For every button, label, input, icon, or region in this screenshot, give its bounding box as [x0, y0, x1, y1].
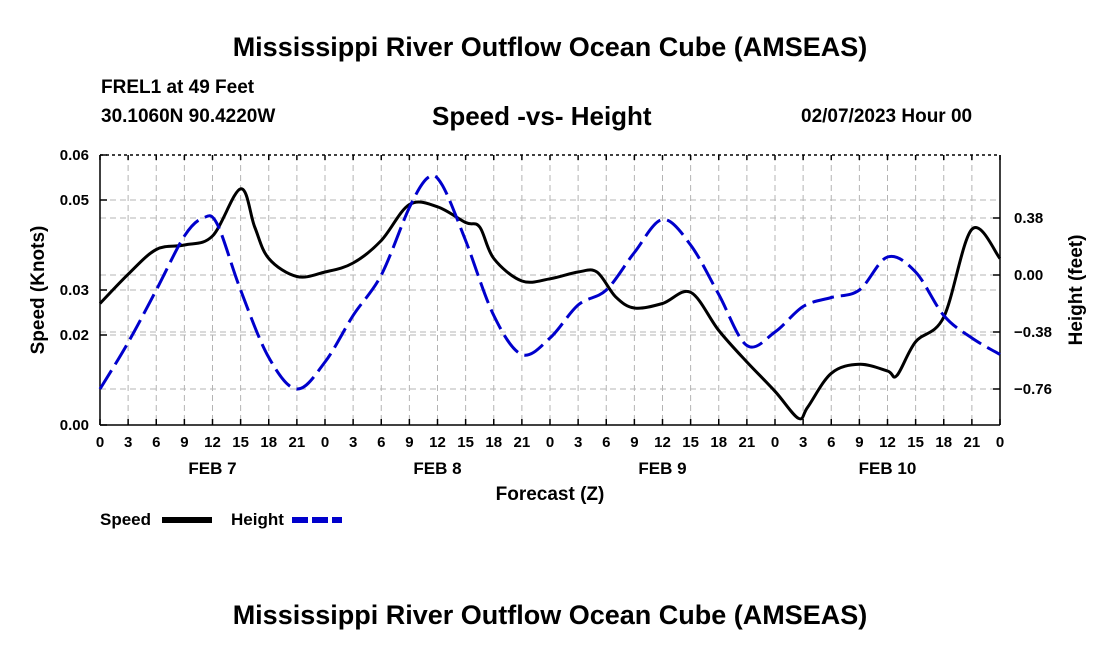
y-right-tick-label: 0.38	[1014, 210, 1043, 227]
x-day-label: FEB 10	[859, 459, 917, 478]
forecast-datetime: 02/07/2023 Hour 00	[801, 106, 973, 127]
main-title-bottom: Mississippi River Outflow Ocean Cube (AM…	[232, 600, 868, 630]
x-tick-label: 21	[514, 434, 531, 451]
x-tick-label: 21	[739, 434, 756, 451]
x-tick-label: 15	[682, 434, 699, 451]
x-day-label: FEB 7	[188, 459, 236, 478]
y-left-tick-label: 0.00	[60, 417, 89, 434]
x-day-label: FEB 8	[413, 459, 461, 478]
x-tick-label: 12	[204, 434, 221, 451]
station-label: FREL1 at 49 Feet	[101, 77, 255, 98]
x-tick-label: 21	[289, 434, 306, 451]
x-tick-label: 3	[799, 434, 807, 451]
x-tick-label: 6	[377, 434, 385, 451]
legend: Speed Height	[100, 510, 342, 529]
main-title-top: Mississippi River Outflow Ocean Cube (AM…	[232, 32, 868, 62]
height-series-line	[98, 173, 1001, 391]
y-left-tick-label: 0.03	[60, 282, 89, 299]
x-tick-label: 12	[429, 434, 446, 451]
x-tick-label: 0	[996, 434, 1004, 451]
axes: 0 3 6 9 12 15 18 21 0 3 6 9 12 15 18 21 0 3 6 9 12 15 18 21 0 3 6 9…	[60, 147, 1052, 478]
x-tick-label: 3	[349, 434, 357, 451]
x-tick-label: 3	[574, 434, 582, 451]
x-tick-label: 15	[907, 434, 924, 451]
y-right-tick-label: −0.38	[1014, 324, 1052, 341]
x-tick-label: 0	[96, 434, 104, 451]
x-tick-label: 12	[654, 434, 671, 451]
x-tick-label: 18	[710, 434, 727, 451]
legend-height-label: Height	[231, 510, 284, 529]
x-tick-label: 0	[771, 434, 779, 451]
x-tick-label: 12	[879, 434, 896, 451]
coordinates-label: 30.1060N 90.4220W	[101, 106, 276, 127]
y-left-tick-label: 0.06	[60, 147, 89, 164]
y-left-tick-label: 0.05	[60, 192, 89, 209]
x-tick-label: 9	[180, 434, 188, 451]
x-tick-label: 18	[485, 434, 502, 451]
x-tick-label: 15	[232, 434, 249, 451]
x-tick-label: 15	[457, 434, 474, 451]
x-tick-label: 3	[124, 434, 132, 451]
y-right-tick-label: −0.76	[1014, 381, 1052, 398]
x-tick-label: 0	[546, 434, 554, 451]
legend-speed-label: Speed	[100, 510, 151, 529]
x-tick-label: 6	[602, 434, 610, 451]
grid-lines	[100, 155, 1000, 425]
series-lines	[98, 173, 1002, 421]
x-day-label: FEB 9	[638, 459, 686, 478]
y-axis-right-title: Height (feet)	[1066, 235, 1087, 346]
x-tick-label: 21	[964, 434, 981, 451]
x-tick-label: 18	[260, 434, 277, 451]
x-tick-label: 6	[152, 434, 160, 451]
speed-series-line	[98, 187, 1002, 421]
x-tick-label: 9	[405, 434, 413, 451]
y-axis-left-title: Speed (Knots)	[28, 226, 49, 355]
chart-subtitle: Speed -vs- Height	[432, 101, 652, 131]
x-tick-label: 9	[630, 434, 638, 451]
x-axis-title: Forecast (Z)	[496, 484, 605, 505]
y-right-tick-label: 0.00	[1014, 267, 1043, 284]
x-tick-label: 6	[827, 434, 835, 451]
x-tick-label: 0	[321, 434, 329, 451]
x-tick-label: 18	[935, 434, 952, 451]
y-left-tick-label: 0.02	[60, 327, 89, 344]
x-tick-label: 9	[855, 434, 863, 451]
